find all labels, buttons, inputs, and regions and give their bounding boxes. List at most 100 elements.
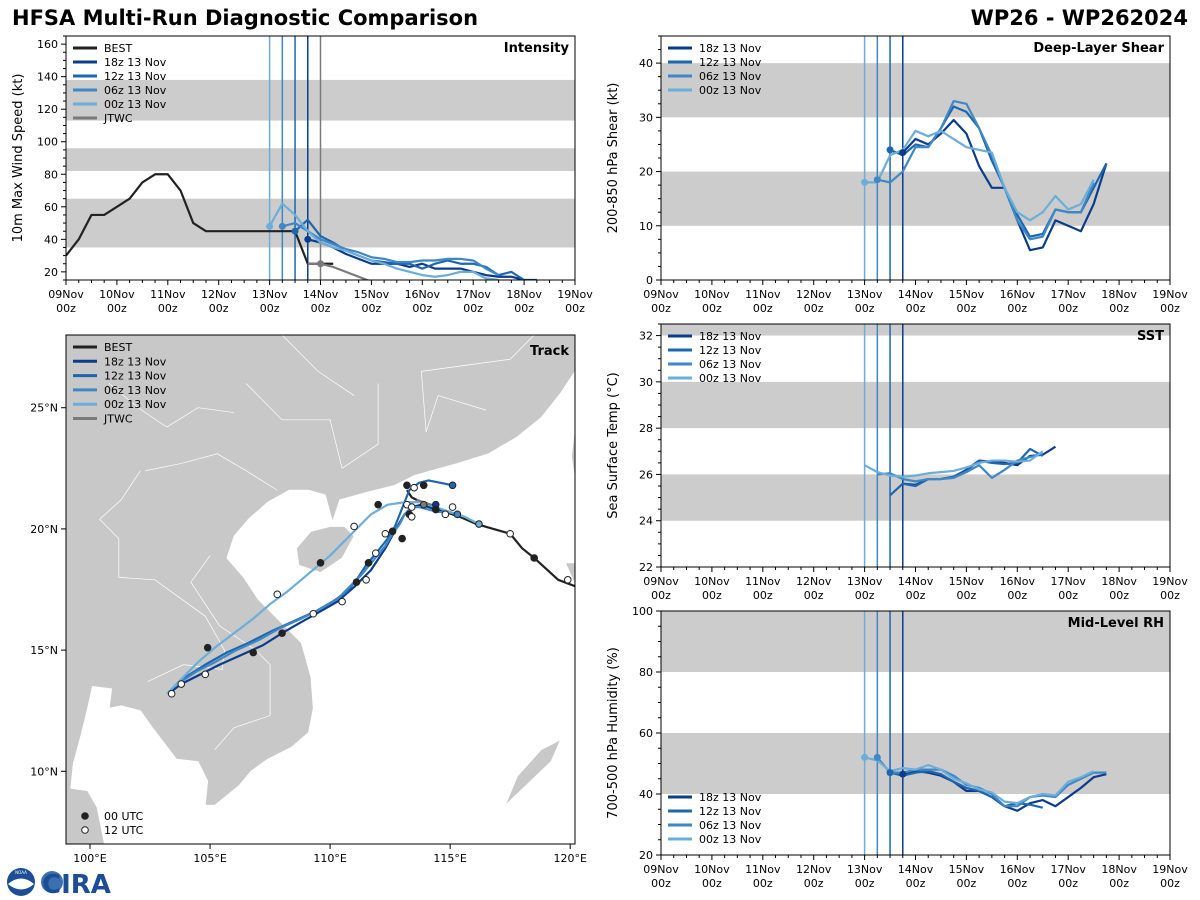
shaded-band: [661, 324, 1170, 336]
x-tick-label: 12Nov 00z: [796, 288, 832, 315]
legend-label: 00z 13 Nov: [699, 84, 762, 97]
x-tick-hour: 00z: [1109, 877, 1129, 890]
x-tick-hour: 00z: [514, 302, 534, 315]
x-tick-day: 09Nov: [643, 575, 679, 588]
x-tick-day: 16Nov: [405, 288, 441, 301]
y-tick-label: 24: [639, 515, 653, 528]
cira-globe-icon: [41, 871, 63, 893]
track-marker: [273, 590, 282, 599]
luzon-land: [564, 562, 575, 664]
x-tick-day: 14Nov: [898, 575, 934, 588]
x-tick-day: 19Nov: [1152, 575, 1188, 588]
y-tick-label: 80: [639, 666, 653, 679]
x-tick-label: 14Nov 00z: [898, 288, 934, 315]
init-point-r12: [291, 227, 299, 235]
legend-label: 06z 13 Nov: [699, 70, 762, 83]
x-tick-hour: 00z: [1109, 589, 1129, 602]
x-tick-day: 19Nov: [1152, 863, 1188, 876]
legend-label: 12z 13 Nov: [104, 70, 167, 83]
x-tick-day: 12Nov: [796, 575, 832, 588]
series-line-r00: [864, 756, 1095, 805]
init-point-jtwc: [317, 260, 324, 268]
x-tick-hour: 00z: [855, 589, 875, 602]
x-tick-label: 11Nov 00z: [745, 575, 781, 602]
x-tick-day: 16Nov: [1000, 575, 1036, 588]
y-tick-label: 40: [639, 57, 653, 70]
track-marker: [419, 481, 428, 490]
x-tick-day: 10Nov: [694, 863, 730, 876]
y-tick-label: 10: [639, 220, 653, 233]
x-tick-hour: 00z: [209, 302, 229, 315]
legend-label: 18z 13 Nov: [104, 355, 167, 368]
x-tick-label: 14Nov 00z: [898, 575, 934, 602]
x-tick-day: 18Nov: [506, 288, 542, 301]
y-tick-label: 120: [37, 103, 58, 116]
track-marker: [410, 483, 418, 492]
track-marker: [407, 503, 416, 511]
y-tick-label: 140: [37, 71, 58, 84]
x-tick-hour: 00z: [651, 877, 671, 890]
x-tick-label: 16Nov 00z: [405, 288, 441, 315]
track-marker: [530, 554, 538, 562]
x-tick-hour: 00z: [158, 302, 178, 315]
track-marker: [362, 576, 370, 584]
x-tick-day: 10Nov: [694, 575, 730, 588]
x-tick-label: 17Nov 00z: [1050, 863, 1086, 890]
init-point-r18: [899, 770, 907, 778]
x-tick-label: 09Nov 00z: [48, 288, 84, 315]
x-tick-hour: 00z: [1160, 589, 1180, 602]
x-tick-day: 11Nov: [745, 863, 781, 876]
legend-label: 18z 13 Nov: [699, 42, 762, 55]
x-tick-label: 09Nov 00z: [643, 575, 679, 602]
init-point-r06: [873, 753, 881, 761]
x-tick-day: 17Nov: [1050, 863, 1086, 876]
x-tick-hour: 00z: [651, 302, 671, 315]
y-axis-label: 10m Max Wind Speed (kt): [11, 74, 26, 243]
x-tick-label: 16Nov 00z: [1000, 575, 1036, 602]
x-tick-hour: 00z: [906, 589, 926, 602]
marker-legend-label: 12 UTC: [104, 824, 144, 837]
x-tick-day: 09Nov: [48, 288, 84, 301]
marker-legend-label: 00 UTC: [104, 810, 144, 823]
x-tick-label: 15Nov 00z: [949, 288, 985, 315]
x-tick-day: 14Nov: [303, 288, 339, 301]
x-tick-hour: 00z: [260, 302, 280, 315]
legend-label: 06z 13 Nov: [104, 84, 167, 97]
x-tick-hour: 00z: [855, 877, 875, 890]
legend-label: 06z 13 Nov: [104, 384, 167, 397]
x-tick-label: 10Nov 00z: [99, 288, 135, 315]
x-tick-day: 16Nov: [1000, 863, 1036, 876]
x-tick-label: 18Nov 00z: [1101, 575, 1137, 602]
axes-frame: [65, 334, 576, 845]
y-tick-label: 40: [639, 788, 653, 801]
init-point-r06: [873, 176, 881, 184]
track-marker: [371, 549, 380, 557]
panel-title: Deep-Layer Shear: [1033, 41, 1164, 56]
track-marker: [278, 629, 286, 637]
x-tick-day: 19Nov: [1152, 288, 1188, 301]
border-line: [99, 470, 225, 682]
x-tick-hour: 00z: [311, 302, 331, 315]
series-line-r00: [268, 202, 499, 280]
x-tick-label: 09Nov 00z: [643, 288, 679, 315]
x-tick-hour: 00z: [804, 589, 824, 602]
lat-tick-label: 20°N: [30, 523, 58, 536]
legend-label: 18z 13 Nov: [699, 791, 762, 804]
y-axis-label: Sea Surface Temp (°C): [606, 372, 621, 519]
x-tick-day: 09Nov: [643, 288, 679, 301]
legend-label: 00z 13 Nov: [699, 372, 762, 385]
x-tick-day: 13Nov: [847, 575, 883, 588]
x-tick-label: 11Nov 00z: [745, 288, 781, 315]
track-marker: [364, 559, 373, 567]
x-tick-label: 10Nov 00z: [694, 863, 730, 890]
mindanao-land: [577, 771, 594, 844]
init-point-r18: [899, 149, 907, 157]
track-marker: [309, 609, 318, 618]
x-tick-label: 13Nov 00z: [252, 288, 288, 315]
x-tick-day: 15Nov: [949, 863, 985, 876]
y-tick-label: 100: [632, 605, 653, 618]
taiwan-land: [570, 426, 575, 481]
x-tick-hour: 00z: [463, 302, 483, 315]
series-line-r00: [864, 450, 1044, 478]
